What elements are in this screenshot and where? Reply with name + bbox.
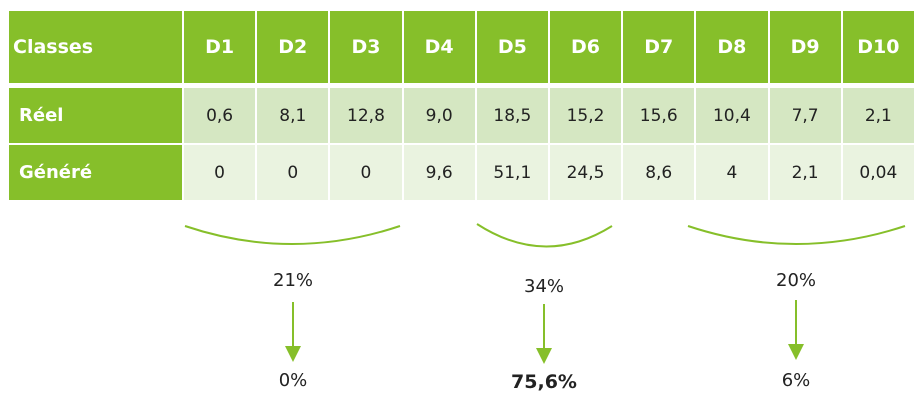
table-cell: 0,04 bbox=[840, 143, 917, 202]
table-row: Généré 0 0 0 9,6 51,1 24,5 8,6 4 2,1 0,0… bbox=[7, 143, 917, 202]
row-label: Réel bbox=[7, 84, 184, 145]
deciles-table: Classes D1 D2 D3 D4 D5 D6 D7 D8 D9 D10 R… bbox=[7, 9, 917, 202]
header-cell: D1 bbox=[181, 9, 258, 88]
table-cell: 10,4 bbox=[694, 84, 770, 145]
group-bracket bbox=[687, 225, 906, 245]
header-cell: D8 bbox=[694, 9, 770, 88]
group-real-share: 21% bbox=[272, 270, 314, 291]
table-cell: 15,2 bbox=[547, 84, 624, 145]
header-row: Classes D1 D2 D3 D4 D5 D6 D7 D8 D9 D10 bbox=[7, 9, 917, 88]
group-bracket bbox=[476, 223, 613, 248]
group-generated-share: 6% bbox=[781, 370, 811, 391]
table-cell: 51,1 bbox=[474, 143, 550, 202]
table-row: Réel 0,6 8,1 12,8 9,0 18,5 15,2 15,6 10,… bbox=[7, 84, 917, 145]
table-cell: 2,1 bbox=[767, 143, 843, 202]
header-cell: D3 bbox=[328, 9, 404, 88]
group-generated-share: 75,6% bbox=[511, 371, 577, 393]
header-cell: Classes bbox=[7, 9, 184, 88]
group-real-share: 20% bbox=[775, 270, 817, 291]
group-bracket bbox=[184, 225, 401, 245]
table-cell: 2,1 bbox=[840, 84, 917, 145]
table-cell: 15,6 bbox=[621, 84, 697, 145]
header-cell: D9 bbox=[767, 9, 843, 88]
header-cell: D7 bbox=[621, 9, 697, 88]
table-cell: 9,0 bbox=[401, 84, 477, 145]
table-cell: 24,5 bbox=[547, 143, 624, 202]
table-cell: 8,6 bbox=[621, 143, 697, 202]
group-generated-share: 0% bbox=[278, 370, 308, 391]
table-cell: 0,6 bbox=[181, 84, 258, 145]
table-cell: 7,7 bbox=[767, 84, 843, 145]
table-cell: 0 bbox=[255, 143, 331, 202]
header-cell: D10 bbox=[840, 9, 917, 88]
table-cell: 4 bbox=[694, 143, 770, 202]
table-cell: 0 bbox=[328, 143, 404, 202]
header-cell: D5 bbox=[474, 9, 550, 88]
table-cell: 18,5 bbox=[474, 84, 550, 145]
table-cell: 0 bbox=[181, 143, 258, 202]
row-label: Généré bbox=[7, 143, 184, 202]
table-cell: 9,6 bbox=[401, 143, 477, 202]
header-cell: D4 bbox=[401, 9, 477, 88]
header-cell: D6 bbox=[547, 9, 624, 88]
table-cell: 8,1 bbox=[255, 84, 331, 145]
header-cell: D2 bbox=[255, 9, 331, 88]
group-real-share: 34% bbox=[523, 276, 565, 297]
table-cell: 12,8 bbox=[328, 84, 404, 145]
